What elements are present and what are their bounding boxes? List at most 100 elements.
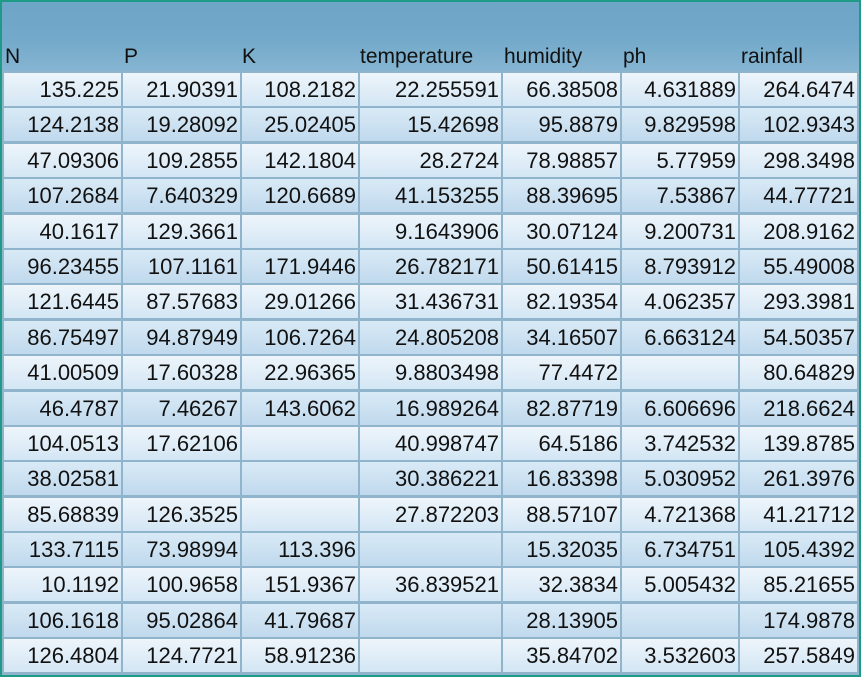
table-cell-p[interactable]: 21.90391 <box>123 73 240 106</box>
table-cell-ph[interactable]: 7.53867 <box>622 179 738 213</box>
table-cell-p[interactable]: 73.98994 <box>123 533 240 567</box>
table-cell-p[interactable]: 17.60328 <box>123 356 240 390</box>
table-cell-humidity[interactable]: 77.4472 <box>503 356 620 390</box>
table-cell-temperature[interactable]: 27.872203 <box>360 497 501 531</box>
table-cell-rainfall[interactable]: 261.3976 <box>740 462 857 496</box>
table-cell-k[interactable] <box>242 214 358 248</box>
table-cell-temperature[interactable] <box>360 533 501 567</box>
table-cell-rainfall[interactable]: 55.49008 <box>740 249 857 283</box>
table-cell-temperature[interactable]: 28.2724 <box>360 143 501 177</box>
table-cell-humidity[interactable]: 88.57107 <box>503 497 620 531</box>
table-cell-k[interactable]: 29.01266 <box>242 285 358 319</box>
table-cell-k[interactable]: 25.02405 <box>242 108 358 142</box>
table-cell-k[interactable] <box>242 497 358 531</box>
table-cell-p[interactable] <box>123 462 240 496</box>
header-k[interactable]: K <box>242 45 257 68</box>
table-cell-rainfall[interactable]: 298.3498 <box>740 143 857 177</box>
table-cell-humidity[interactable]: 16.83398 <box>503 462 620 496</box>
table-cell-temperature[interactable]: 41.153255 <box>360 179 501 213</box>
table-cell-k[interactable]: 58.91236 <box>242 639 358 673</box>
table-cell-ph[interactable]: 4.631889 <box>622 73 738 106</box>
table-cell-temperature[interactable]: 9.8803498 <box>360 356 501 390</box>
header-p[interactable]: P <box>124 45 139 68</box>
table-cell-humidity[interactable]: 34.16507 <box>503 320 620 354</box>
table-cell-temperature[interactable]: 16.989264 <box>360 391 501 425</box>
table-cell-n[interactable]: 104.0513 <box>4 426 121 460</box>
table-cell-rainfall[interactable]: 208.9162 <box>740 214 857 248</box>
table-cell-n[interactable]: 107.2684 <box>4 179 121 213</box>
table-cell-ph[interactable]: 3.742532 <box>622 426 738 460</box>
table-cell-rainfall[interactable]: 105.4392 <box>740 533 857 567</box>
table-cell-temperature[interactable]: 22.255591 <box>360 73 501 106</box>
table-cell-p[interactable]: 19.28092 <box>123 108 240 142</box>
table-cell-temperature[interactable]: 40.998747 <box>360 426 501 460</box>
table-cell-humidity[interactable]: 28.13905 <box>503 603 620 637</box>
table-cell-rainfall[interactable]: 54.50357 <box>740 320 857 354</box>
table-cell-humidity[interactable]: 64.5186 <box>503 426 620 460</box>
table-cell-n[interactable]: 121.6445 <box>4 285 121 319</box>
table-cell-rainfall[interactable]: 102.9343 <box>740 108 857 142</box>
table-cell-ph[interactable] <box>622 603 738 637</box>
table-cell-rainfall[interactable]: 41.21712 <box>740 497 857 531</box>
table-cell-n[interactable]: 10.1192 <box>4 568 121 602</box>
table-cell-humidity[interactable]: 88.39695 <box>503 179 620 213</box>
table-cell-rainfall[interactable]: 293.3981 <box>740 285 857 319</box>
table-cell-p[interactable]: 7.640329 <box>123 179 240 213</box>
table-cell-p[interactable]: 124.7721 <box>123 639 240 673</box>
table-cell-k[interactable]: 151.9367 <box>242 568 358 602</box>
table-cell-n[interactable]: 46.4787 <box>4 391 121 425</box>
table-cell-humidity[interactable]: 82.87719 <box>503 391 620 425</box>
header-ph[interactable]: ph <box>623 45 647 68</box>
table-cell-k[interactable]: 22.96365 <box>242 356 358 390</box>
table-cell-ph[interactable]: 5.005432 <box>622 568 738 602</box>
table-cell-temperature[interactable]: 9.1643906 <box>360 214 501 248</box>
table-cell-temperature[interactable]: 15.42698 <box>360 108 501 142</box>
table-cell-k[interactable]: 106.7264 <box>242 320 358 354</box>
table-cell-rainfall[interactable]: 139.8785 <box>740 426 857 460</box>
table-cell-n[interactable]: 38.02581 <box>4 462 121 496</box>
table-cell-rainfall[interactable]: 218.6624 <box>740 391 857 425</box>
table-cell-ph[interactable]: 6.734751 <box>622 533 738 567</box>
table-cell-ph[interactable]: 9.200731 <box>622 214 738 248</box>
table-cell-ph[interactable] <box>622 356 738 390</box>
table-cell-rainfall[interactable]: 257.5849 <box>740 639 857 673</box>
table-cell-temperature[interactable]: 31.436731 <box>360 285 501 319</box>
table-cell-temperature[interactable]: 24.805208 <box>360 320 501 354</box>
table-cell-humidity[interactable]: 35.84702 <box>503 639 620 673</box>
table-cell-humidity[interactable]: 30.07124 <box>503 214 620 248</box>
table-cell-rainfall[interactable]: 44.77721 <box>740 179 857 213</box>
table-cell-humidity[interactable]: 50.61415 <box>503 249 620 283</box>
table-cell-humidity[interactable]: 15.32035 <box>503 533 620 567</box>
table-cell-p[interactable]: 109.2855 <box>123 143 240 177</box>
table-cell-n[interactable]: 106.1618 <box>4 603 121 637</box>
table-cell-k[interactable]: 41.79687 <box>242 603 358 637</box>
header-n[interactable]: N <box>5 45 21 68</box>
table-cell-n[interactable]: 96.23455 <box>4 249 121 283</box>
table-cell-n[interactable]: 40.1617 <box>4 214 121 248</box>
table-cell-k[interactable]: 113.396 <box>242 533 358 567</box>
table-cell-humidity[interactable]: 32.3834 <box>503 568 620 602</box>
table-cell-temperature[interactable] <box>360 639 501 673</box>
table-cell-ph[interactable]: 3.532603 <box>622 639 738 673</box>
table-cell-rainfall[interactable]: 264.6474 <box>740 73 857 106</box>
header-rainfall[interactable]: rainfall <box>741 45 803 68</box>
header-temperature[interactable]: temperature <box>360 45 474 68</box>
table-cell-k[interactable]: 108.2182 <box>242 73 358 106</box>
table-cell-rainfall[interactable]: 80.64829 <box>740 356 857 390</box>
table-cell-k[interactable]: 120.6689 <box>242 179 358 213</box>
table-cell-rainfall[interactable]: 174.9878 <box>740 603 857 637</box>
table-cell-p[interactable]: 129.3661 <box>123 214 240 248</box>
table-cell-n[interactable]: 135.225 <box>4 73 121 106</box>
table-cell-ph[interactable]: 5.030952 <box>622 462 738 496</box>
table-cell-p[interactable]: 100.9658 <box>123 568 240 602</box>
table-cell-p[interactable]: 7.46267 <box>123 391 240 425</box>
table-cell-temperature[interactable]: 36.839521 <box>360 568 501 602</box>
table-cell-n[interactable]: 124.2138 <box>4 108 121 142</box>
table-cell-p[interactable]: 95.02864 <box>123 603 240 637</box>
table-cell-ph[interactable]: 9.829598 <box>622 108 738 142</box>
table-cell-p[interactable]: 107.1161 <box>123 249 240 283</box>
table-cell-humidity[interactable]: 66.38508 <box>503 73 620 106</box>
table-cell-p[interactable]: 94.87949 <box>123 320 240 354</box>
table-cell-rainfall[interactable]: 85.21655 <box>740 568 857 602</box>
table-cell-ph[interactable]: 6.663124 <box>622 320 738 354</box>
